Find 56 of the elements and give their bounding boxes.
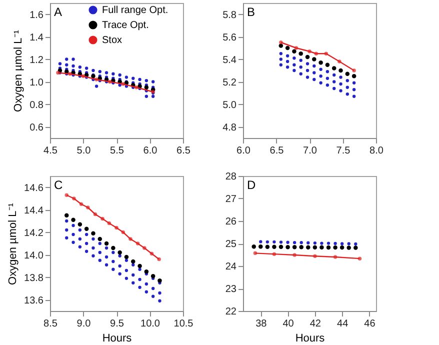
x-tick-label: 7.5	[336, 146, 351, 156]
x-tick-label: 5.0	[76, 146, 92, 156]
y-tick-label: 0.8	[30, 100, 44, 111]
y-axis-title: Oxygen µmol L⁻¹	[7, 202, 20, 285]
x-tick-label: 46	[364, 318, 376, 330]
x-tick-label: 6.0	[236, 146, 251, 156]
annotation: B	[247, 5, 256, 19]
y-tick-label: 25	[225, 239, 237, 250]
y-tick-label: 1.6	[30, 10, 44, 21]
x-tick-label: 8.0	[370, 146, 384, 156]
y-tick-label: 14.4	[24, 205, 44, 216]
y-tick-label: 13.8	[24, 272, 44, 284]
x-tick-label: 44	[337, 318, 349, 330]
y-tick-label: 4.8	[222, 122, 237, 134]
x-tick-label: 8.5	[44, 318, 58, 330]
x-tick-label: 6.5	[270, 146, 284, 156]
x-tick-label: 42	[310, 318, 322, 330]
y-axis-title: Oxygen µmol L⁻¹	[12, 30, 25, 112]
x-tick-label: 5.5	[110, 146, 124, 156]
y-tick-label: 14.2	[24, 228, 44, 239]
y-tick-label: 13.6	[24, 295, 44, 306]
x-tick-label: 40	[282, 318, 294, 330]
x-tick-label: 7.0	[303, 146, 318, 156]
y-tick-label: 1.4	[30, 32, 44, 44]
y-tick-label: 5.4	[222, 54, 237, 66]
y-tick-label: 22	[225, 306, 237, 318]
legend-label: Trace Opt.	[102, 20, 149, 31]
x-tick-label: 38	[256, 318, 268, 330]
x-tick-label: 10.0	[140, 318, 160, 330]
x-tick-label: 6.0	[143, 146, 158, 156]
y-tick-label: 23	[225, 284, 237, 295]
y-tick-label: 26	[225, 216, 237, 228]
y-tick-label: 24	[225, 262, 237, 272]
y-tick-label: 1.2	[30, 54, 44, 66]
x-axis-title: Hours	[295, 332, 326, 344]
annotation: D	[247, 178, 256, 192]
x-tick-label: 4.5	[44, 146, 58, 156]
y-tick-label: 5.6	[222, 32, 237, 44]
y-tick-label: 14.6	[24, 182, 44, 194]
annotation: C	[54, 178, 63, 192]
x-tick-label: 6.5	[176, 146, 191, 156]
x-tick-label: 9.5	[110, 318, 124, 330]
x-axis-title: Hours	[102, 332, 132, 344]
x-tick-label: 10.5	[174, 318, 194, 330]
y-tick-label: 28	[225, 172, 237, 182]
y-tick-label: 1.0	[30, 77, 44, 88]
annotation: A	[54, 5, 62, 19]
y-tick-label: 5.2	[222, 77, 237, 88]
y-tick-label: 5.8	[222, 10, 237, 21]
legend-label: Full range Opt.	[102, 5, 168, 16]
y-tick-label: 14.0	[24, 250, 44, 262]
y-tick-label: 27	[225, 194, 237, 205]
x-tick-label: 9.0	[76, 318, 92, 330]
y-tick-label: 5.0	[222, 100, 237, 111]
y-tick-label: 0.6	[30, 122, 44, 134]
legend-label: Stox	[102, 35, 122, 46]
